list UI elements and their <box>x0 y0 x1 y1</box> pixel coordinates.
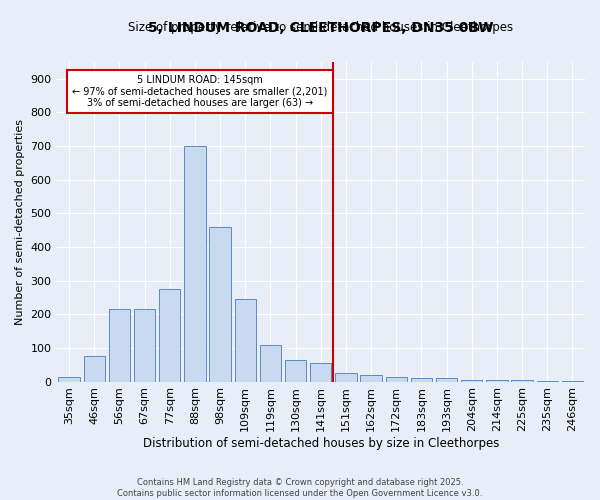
Bar <box>58 376 80 382</box>
Bar <box>386 376 407 382</box>
Bar <box>235 299 256 382</box>
X-axis label: Distribution of semi-detached houses by size in Cleethorpes: Distribution of semi-detached houses by … <box>143 437 499 450</box>
Bar <box>209 226 231 382</box>
Bar <box>184 146 206 382</box>
Bar <box>436 378 457 382</box>
Title: Size of property relative to semi-detached houses in Cleethorpes: Size of property relative to semi-detach… <box>128 21 514 34</box>
Bar <box>335 373 356 382</box>
Bar <box>461 380 482 382</box>
Bar <box>260 344 281 382</box>
Text: 5, LINDUM ROAD, CLEETHORPES, DN35 0BW: 5, LINDUM ROAD, CLEETHORPES, DN35 0BW <box>148 20 494 34</box>
Y-axis label: Number of semi-detached properties: Number of semi-detached properties <box>15 118 25 324</box>
Bar <box>134 309 155 382</box>
Bar <box>83 356 105 382</box>
Bar <box>159 289 181 382</box>
Bar <box>486 380 508 382</box>
Bar <box>109 309 130 382</box>
Bar <box>310 363 331 382</box>
Bar <box>536 381 558 382</box>
Bar <box>411 378 432 382</box>
Bar <box>285 360 307 382</box>
Bar <box>562 381 583 382</box>
Bar <box>361 375 382 382</box>
Text: 5 LINDUM ROAD: 145sqm
← 97% of semi-detached houses are smaller (2,201)
3% of se: 5 LINDUM ROAD: 145sqm ← 97% of semi-deta… <box>72 75 328 108</box>
Text: Contains HM Land Registry data © Crown copyright and database right 2025.
Contai: Contains HM Land Registry data © Crown c… <box>118 478 482 498</box>
Bar <box>511 380 533 382</box>
